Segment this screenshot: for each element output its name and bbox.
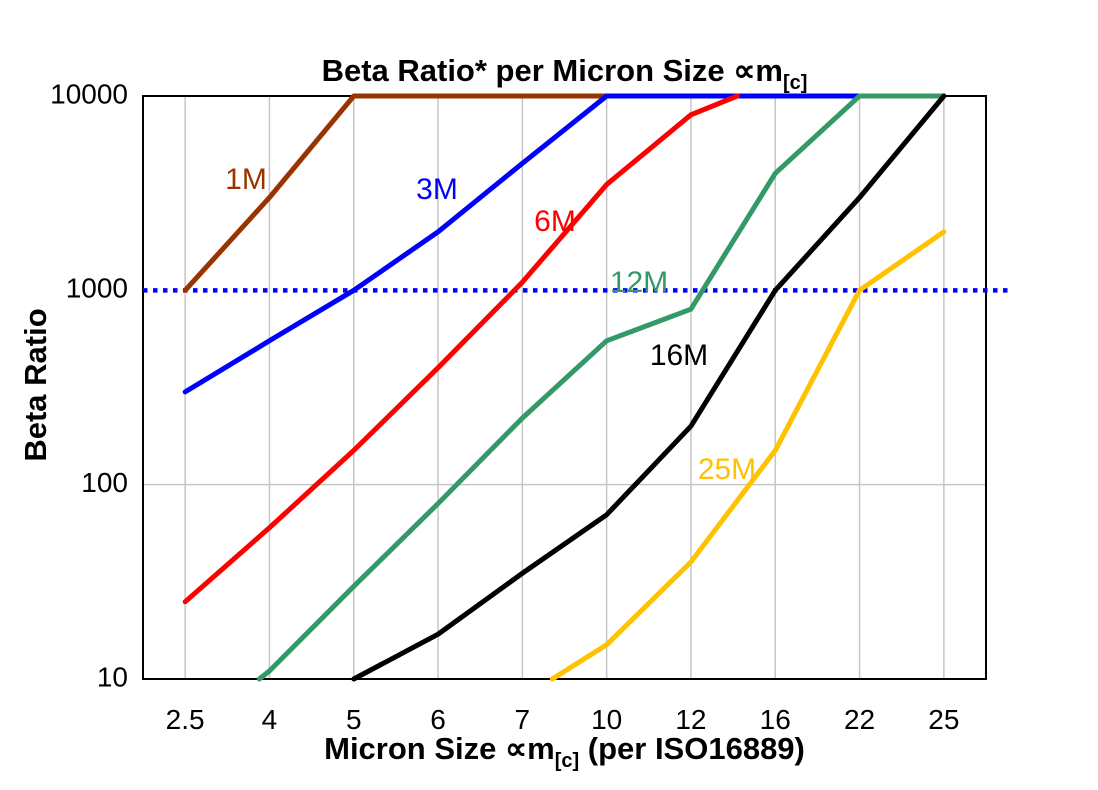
series-line-25M [549, 229, 947, 682]
series-line-12M [256, 93, 947, 682]
x-tick-label: 6 [430, 704, 446, 735]
x-tick-label: 22 [844, 704, 875, 735]
x-axis-title-pre: Micron Size ∝m [324, 731, 555, 766]
x-tick-label: 2.5 [166, 704, 205, 735]
series-line-1M [182, 93, 610, 293]
series-label-25M: 25M [698, 453, 756, 486]
series-line-3M [182, 93, 862, 395]
x-tick-label: 16 [760, 704, 791, 735]
series-label-16M: 16M [650, 339, 708, 372]
series-line-16M [351, 93, 947, 682]
series-label-6M: 6M [534, 205, 576, 238]
x-tick-label: 7 [515, 704, 531, 735]
chart-title: Beta Ratio* per Micron Size ∝m[c] [143, 53, 986, 95]
series-line-6M [182, 93, 740, 605]
x-tick-label: 10 [591, 704, 622, 735]
y-axis-title: Beta Ratio [18, 308, 53, 462]
x-tick-label: 25 [928, 704, 959, 735]
y-tick-label: 10000 [50, 78, 128, 109]
x-axis-title-subscript: [c] [554, 750, 580, 772]
x-tick-label: 4 [262, 704, 278, 735]
series-label-3M: 3M [416, 173, 458, 206]
x-axis-title: Micron Size ∝m[c] (per ISO16889) [143, 731, 986, 773]
chart-title-subscript: [c] [782, 72, 808, 94]
x-axis-title-post: (per ISO16889) [579, 731, 805, 766]
series-label-1M: 1M [225, 163, 267, 196]
x-tick-label: 12 [675, 704, 706, 735]
y-tick-label: 100 [81, 467, 128, 498]
x-tick-label: 5 [346, 704, 362, 735]
y-tick-label: 1000 [66, 273, 128, 304]
series-label-12M: 12M [610, 266, 668, 299]
chart-title-text: Beta Ratio* per Micron Size ∝m [321, 53, 783, 88]
y-tick-label: 10 [97, 661, 128, 692]
